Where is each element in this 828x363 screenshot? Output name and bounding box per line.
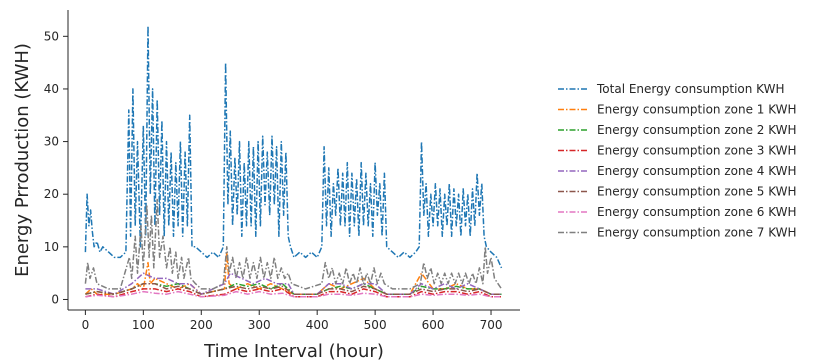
x-tick-label: 600 <box>422 318 445 332</box>
legend-label: Energy consumption zone 4 KWH <box>597 164 797 178</box>
legend-label: Energy consumption zone 5 KWH <box>597 185 797 199</box>
y-tick-label: 30 <box>44 135 59 149</box>
plot-area <box>84 25 503 298</box>
x-axis-title: Time Interval (hour) <box>203 341 384 362</box>
y-tick-label: 50 <box>44 29 59 43</box>
series-line-8 <box>84 198 503 290</box>
x-tick-label: 300 <box>248 318 271 332</box>
x-tick-label: 200 <box>190 318 213 332</box>
legend-label: Energy consumption zone 7 KWH <box>597 226 797 240</box>
series-line-7 <box>85 290 502 298</box>
x-tick-label: 100 <box>132 318 155 332</box>
legend-label: Energy consumption zone 2 KWH <box>597 123 797 137</box>
x-tick-label: 400 <box>306 318 329 332</box>
x-tick-label: 0 <box>82 318 90 332</box>
y-ticks: 0 10 20 30 40 50 <box>44 29 68 306</box>
legend-label: Energy consumption zone 6 KWH <box>597 205 797 219</box>
series-line-2 <box>84 251 502 295</box>
x-ticks: 0 100 200 300 400 500 600 700 <box>82 310 503 332</box>
series-line-6 <box>85 282 502 295</box>
series-line-4 <box>85 288 502 298</box>
x-tick-label: 500 <box>364 318 387 332</box>
legend-label: Energy consumption zone 3 KWH <box>597 144 797 158</box>
series-line-5 <box>85 272 502 295</box>
series-line-1 <box>84 25 503 269</box>
y-axis-title: Energy Prroduction (KWH) <box>12 43 33 277</box>
y-tick-label: 0 <box>51 292 59 306</box>
axes <box>67 10 520 311</box>
y-tick-label: 20 <box>44 187 59 201</box>
legend: Total Energy consumption KWH Energy consu… <box>558 82 797 240</box>
x-tick-label: 700 <box>480 318 503 332</box>
legend-label: Total Energy consumption KWH <box>596 82 785 96</box>
legend-label: Energy consumption zone 1 KWH <box>597 103 797 117</box>
y-tick-label: 10 <box>44 240 59 254</box>
y-tick-label: 40 <box>44 82 59 96</box>
